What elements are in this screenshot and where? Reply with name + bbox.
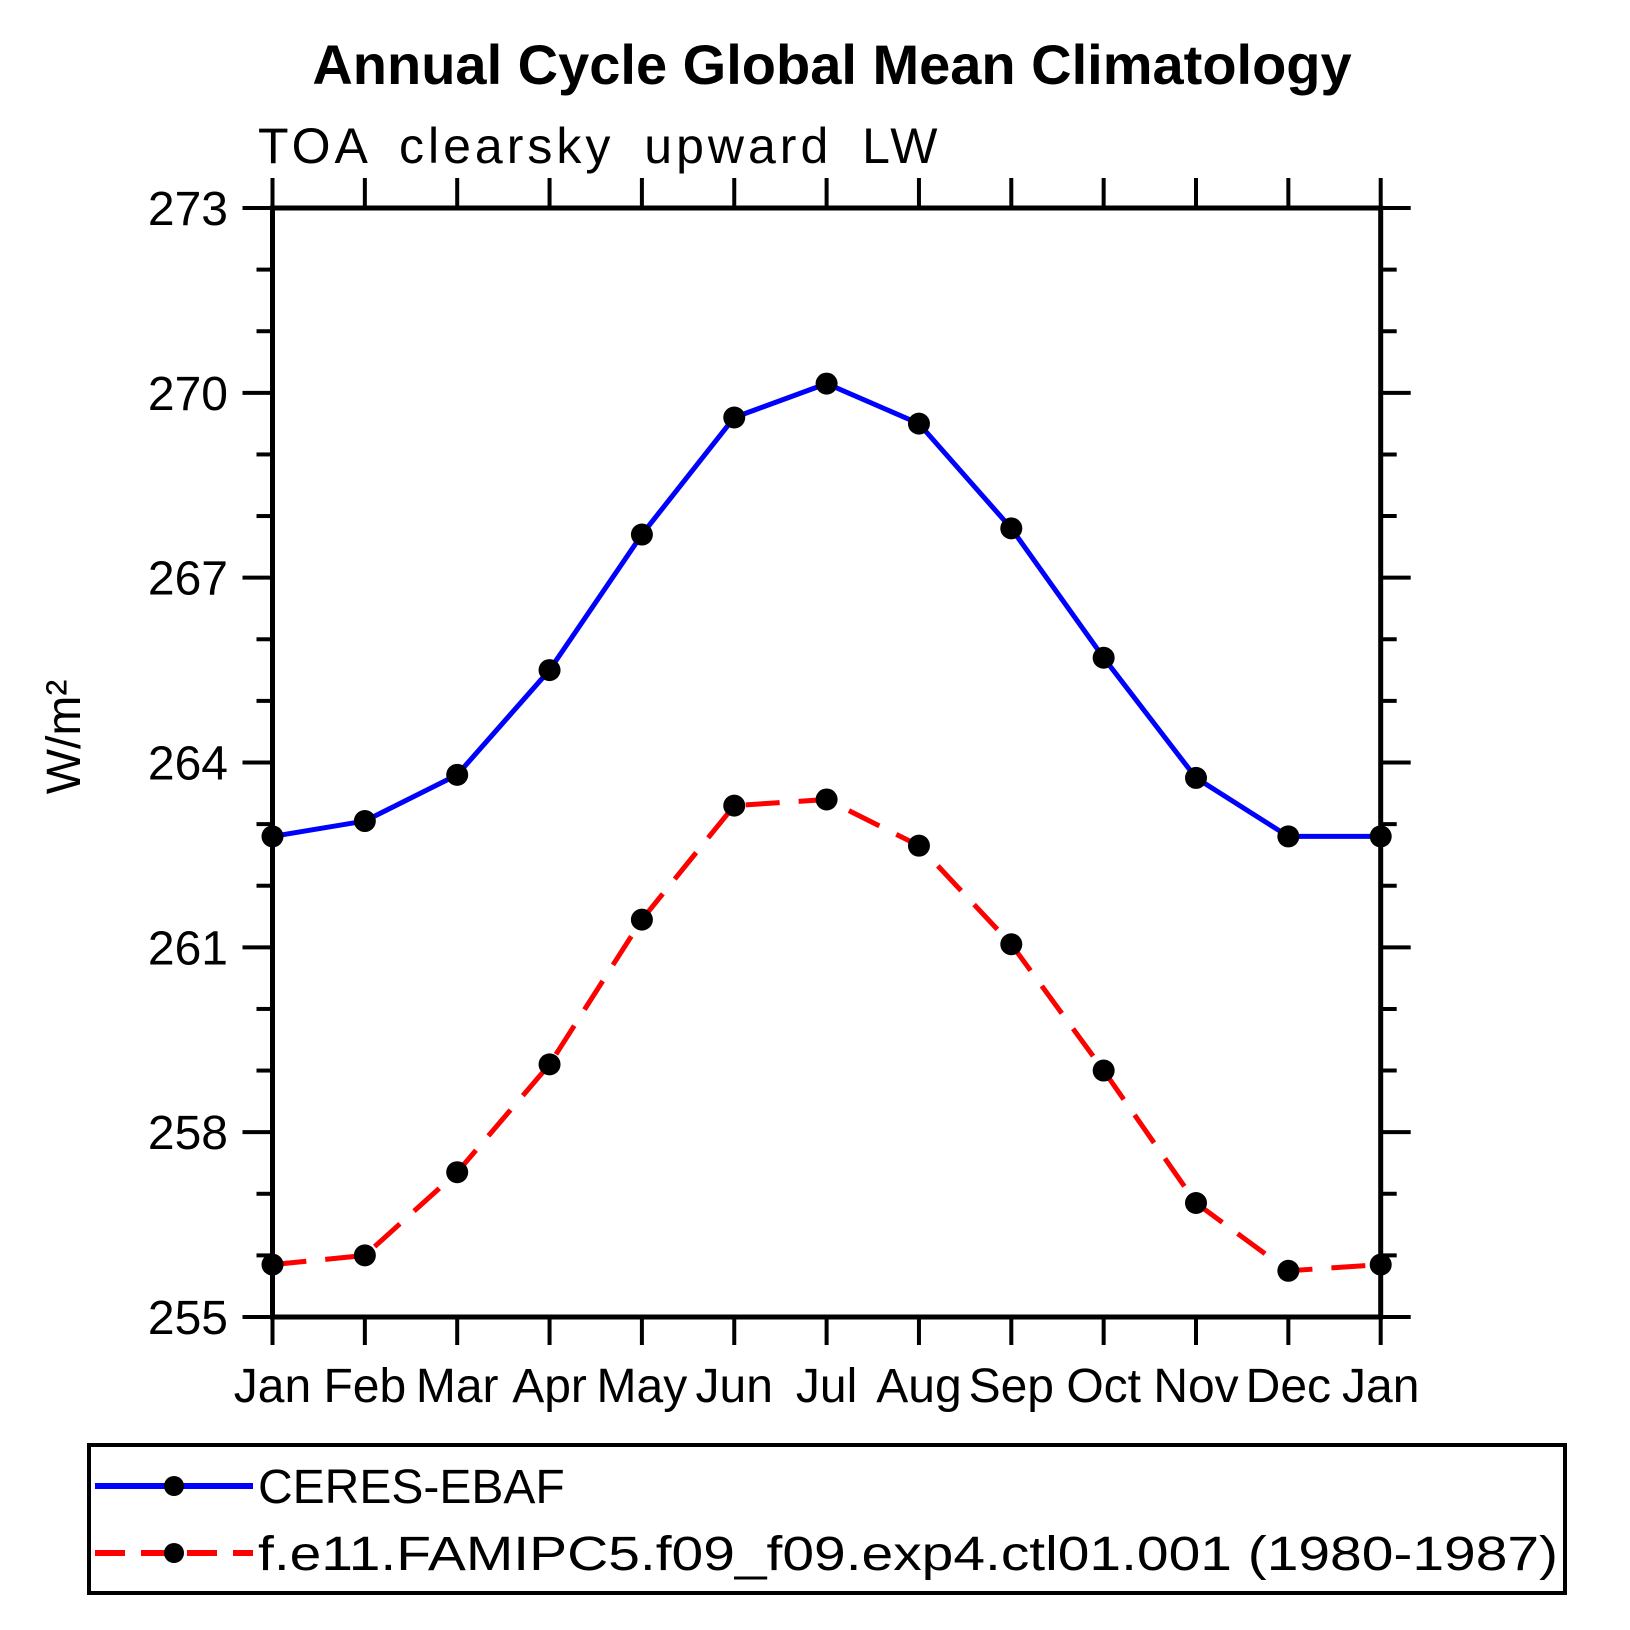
data-point	[630, 908, 653, 931]
data-point	[723, 406, 746, 429]
legend-label-ceres: CERES-EBAF	[258, 1461, 565, 1514]
legend-box	[87, 1443, 1567, 1595]
data-point	[446, 763, 469, 786]
y-ticks-right	[1380, 206, 1411, 1319]
x-tick-label: Nov	[1153, 1360, 1238, 1413]
x-tick-label: Jun	[696, 1360, 773, 1413]
data-point	[1000, 517, 1023, 540]
data-point	[353, 1244, 376, 1267]
x-tick-labels: Jan Feb Mar Apr May Jun Jul Aug Sep Oct Nov Dec Jan	[234, 1360, 1420, 1413]
x-ticks-bottom	[270, 1317, 1383, 1345]
data-point	[1277, 825, 1300, 848]
data-point	[1000, 933, 1023, 956]
series-ceres-ebaf	[261, 372, 1392, 848]
chart-title: Annual Cycle Global Mean Climatology	[312, 33, 1351, 96]
series-line	[272, 380, 1381, 839]
data-point	[353, 810, 376, 833]
x-tick-label: Sep	[969, 1360, 1054, 1413]
x-tick-label: Jan	[234, 1360, 311, 1413]
data-point	[907, 412, 930, 435]
data-point	[1369, 1253, 1392, 1276]
data-point	[1185, 1192, 1207, 1215]
legend-label-model: f.e11.FAMIPC5.f09_f09.exp4.ctl01.001 (19…	[258, 1528, 1558, 1581]
x-tick-label: Oct	[1066, 1360, 1141, 1413]
y-ticks-left	[242, 206, 273, 1319]
data-point	[538, 1053, 561, 1076]
y-tick-labels: 255 258 261 264 267 270 273	[148, 183, 228, 1345]
data-point	[446, 1161, 469, 1184]
x-tick-label: Feb	[323, 1360, 406, 1413]
series-model	[261, 788, 1392, 1282]
data-point	[1092, 1059, 1115, 1082]
legend: CERES-EBAF f.e11.FAMIPC5.f09_f09.exp4.ct…	[87, 1443, 1567, 1595]
data-point	[261, 1253, 284, 1276]
x-tick-label: May	[597, 1360, 688, 1413]
y-tick-label: 255	[148, 1292, 228, 1345]
data-point	[815, 788, 838, 811]
data-point	[815, 372, 838, 395]
series-group	[261, 372, 1392, 1282]
chart-subtitle: TOA clearsky upward LW	[258, 118, 941, 174]
y-tick-label: 258	[148, 1107, 228, 1160]
x-ticks-top	[270, 178, 1383, 208]
data-point	[907, 834, 930, 857]
x-tick-label: Mar	[416, 1360, 499, 1413]
series-line	[272, 796, 1381, 1274]
data-point	[1185, 766, 1207, 789]
x-tick-label: Apr	[512, 1360, 587, 1413]
legend-marker-model	[164, 1543, 184, 1563]
x-tick-label: Jul	[796, 1360, 857, 1413]
y-tick-label: 270	[148, 368, 228, 421]
y-tick-label: 273	[148, 183, 228, 236]
x-tick-label: Dec	[1246, 1360, 1331, 1413]
y-axis-label: W/m²	[38, 680, 91, 795]
data-point	[538, 659, 561, 682]
legend-marker-ceres	[164, 1476, 184, 1496]
x-tick-label: Aug	[876, 1360, 961, 1413]
data-point	[1369, 825, 1392, 848]
x-tick-label: Jan	[1342, 1360, 1419, 1413]
y-tick-label: 267	[148, 553, 228, 606]
data-point	[1277, 1259, 1300, 1282]
data-point	[723, 794, 746, 817]
data-point	[1092, 646, 1115, 669]
y-tick-label: 264	[148, 738, 228, 791]
y-tick-label: 261	[148, 922, 228, 975]
data-point	[630, 523, 653, 546]
data-point	[261, 825, 284, 848]
plot-area: Jan Feb Mar Apr May Jun Jul Aug Sep Oct Nov Dec Jan …	[148, 178, 1419, 1413]
